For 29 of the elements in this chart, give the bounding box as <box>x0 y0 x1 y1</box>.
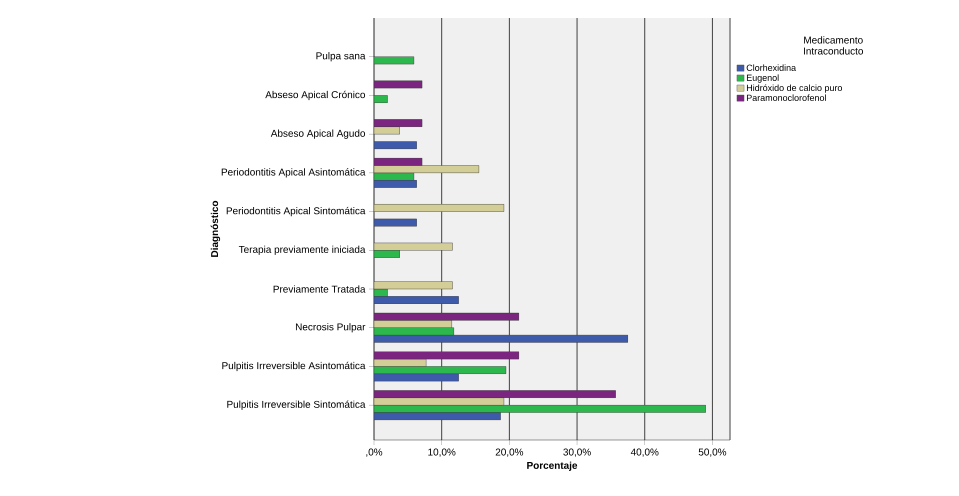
x-tick-label: 40,0% <box>630 448 659 457</box>
bar <box>374 141 417 150</box>
y-tick-label: Previamente Tratada <box>274 285 366 293</box>
legend-label: Eugenol <box>746 74 779 83</box>
x-tick-label: 10,0% <box>428 448 456 457</box>
y-tick-label: Pulpitis Irreversible Sintomática <box>227 400 366 410</box>
y-tick-label: Necrosis Pulpar <box>296 323 366 332</box>
bar <box>374 218 417 226</box>
y-tick-label: Abseso Apical Crónico <box>265 90 366 100</box>
bar <box>374 80 422 88</box>
y-axis-title: Diagnóstico <box>210 200 220 257</box>
legend-label: Paramonoclorofenol <box>746 94 826 102</box>
x-tick-label: 50,0% <box>698 448 726 457</box>
y-tick-label: Pulpa sana <box>316 52 366 62</box>
y-tick-label: Pulpitis Irreversible Asintomática <box>222 362 366 372</box>
x-tick-label: ,0% <box>366 448 382 457</box>
bar <box>374 56 414 64</box>
x-tick-label: 20,0% <box>496 448 524 457</box>
y-tick-label: Periodontitis Apical Sintomática <box>226 206 366 216</box>
bar <box>374 95 388 103</box>
x-axis-title: Porcentaje <box>527 462 578 471</box>
legend-title: Medicamento Intraconducto <box>804 36 864 55</box>
y-tick-label: Periodontitis Apical Asintomática <box>222 168 366 178</box>
y-tick-label: Terapia previamente iniciada <box>238 246 366 255</box>
legend-label: Hidróxido de calcio puro <box>746 84 842 93</box>
legend-label: Clorhexidina <box>746 64 796 71</box>
y-tick-label: Abseso Apical Agudo <box>270 130 366 139</box>
bar <box>374 204 504 212</box>
x-tick-label: 30,0% <box>563 448 591 457</box>
